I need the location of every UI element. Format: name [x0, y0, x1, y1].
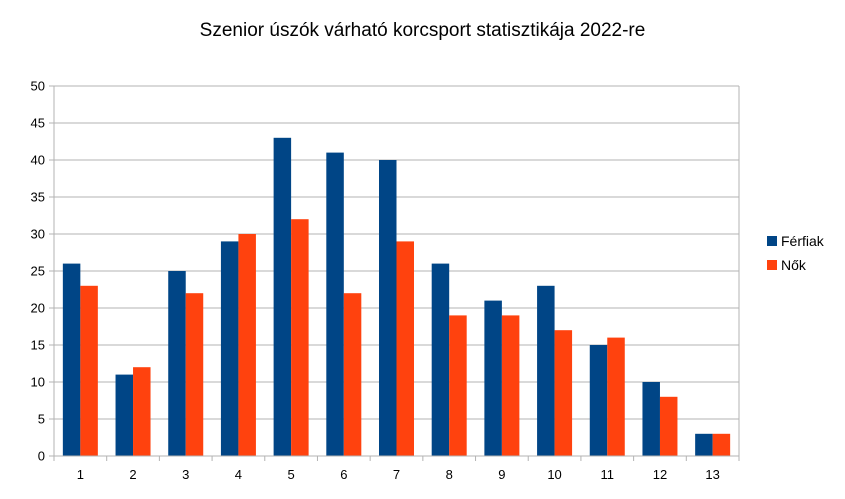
bar-nok-8: [449, 315, 467, 456]
bar-ferfiak-7: [379, 160, 397, 456]
bar-ferfiak-13: [695, 433, 713, 456]
bar-ferfiak-2: [115, 374, 134, 456]
y-tick-labels: 0 5 10 15 20 25 30 35 40 45 50: [31, 79, 45, 464]
x-tick-label: 7: [393, 467, 400, 482]
y-tick-label: 20: [31, 301, 45, 316]
y-tick-label: 15: [31, 338, 45, 353]
y-tick-label: 35: [31, 190, 45, 205]
bar-ferfiak-4: [220, 241, 239, 456]
bar-nok-13: [712, 433, 731, 456]
x-tick-label: 2: [129, 467, 136, 482]
bar-ferfiak-1: [62, 263, 81, 456]
chart-title: Szenior úszók várható korcsport statiszt…: [199, 20, 646, 41]
bar-ferfiak-8: [431, 263, 450, 456]
bar-nok-1: [80, 285, 98, 456]
y-tick-label: 25: [31, 264, 45, 279]
legend-label: Nők: [781, 257, 807, 273]
x-tick-label: 12: [653, 467, 667, 482]
bar-ferfiak-5: [273, 137, 292, 457]
bars: [62, 137, 731, 457]
x-tick-label: 10: [547, 467, 561, 482]
x-tick-label: 9: [498, 467, 505, 482]
bar-nok-5: [291, 219, 309, 456]
x-tick-labels: 1 2 3 4 5 6 7 8 9 10 11 12 13: [77, 467, 720, 482]
x-tick-label: 11: [601, 467, 615, 482]
bar-ferfiak-9: [484, 300, 502, 456]
legend-swatch: [767, 260, 777, 270]
y-tick-label: 40: [31, 153, 45, 168]
bar-nok-11: [607, 337, 625, 456]
y-tick-label: 30: [31, 227, 45, 242]
bar-nok-9: [501, 315, 520, 456]
x-tick-label: 1: [77, 467, 84, 482]
axes: [49, 85, 740, 461]
x-tick-label: 4: [235, 467, 242, 482]
bar-nok-4: [238, 234, 256, 456]
legend: Férfiak Nők: [767, 233, 825, 273]
bar-ferfiak-10: [537, 285, 555, 456]
bar-ferfiak-11: [589, 345, 608, 456]
bar-nok-2: [133, 367, 151, 456]
x-tick-label: 6: [340, 467, 347, 482]
x-tick-label: 13: [705, 467, 719, 482]
legend-label: Férfiak: [781, 233, 825, 249]
bar-nok-6: [343, 293, 362, 456]
y-tick-label: 0: [38, 449, 45, 464]
bar-nok-12: [659, 396, 678, 456]
y-tick-label: 5: [38, 412, 45, 427]
legend-swatch: [767, 236, 777, 246]
bar-ferfiak-3: [168, 271, 186, 456]
x-tick-label: 8: [446, 467, 453, 482]
bar-ferfiak-6: [326, 152, 344, 456]
x-tick-label: 3: [182, 467, 189, 482]
bar-nok-3: [185, 293, 204, 456]
x-tick-label: 5: [287, 467, 294, 482]
y-tick-label: 50: [31, 79, 45, 94]
bar-nok-7: [396, 241, 414, 456]
bar-nok-10: [554, 330, 573, 456]
y-tick-label: 45: [31, 116, 45, 131]
bar-ferfiak-12: [642, 382, 660, 456]
y-tick-label: 10: [31, 375, 45, 390]
